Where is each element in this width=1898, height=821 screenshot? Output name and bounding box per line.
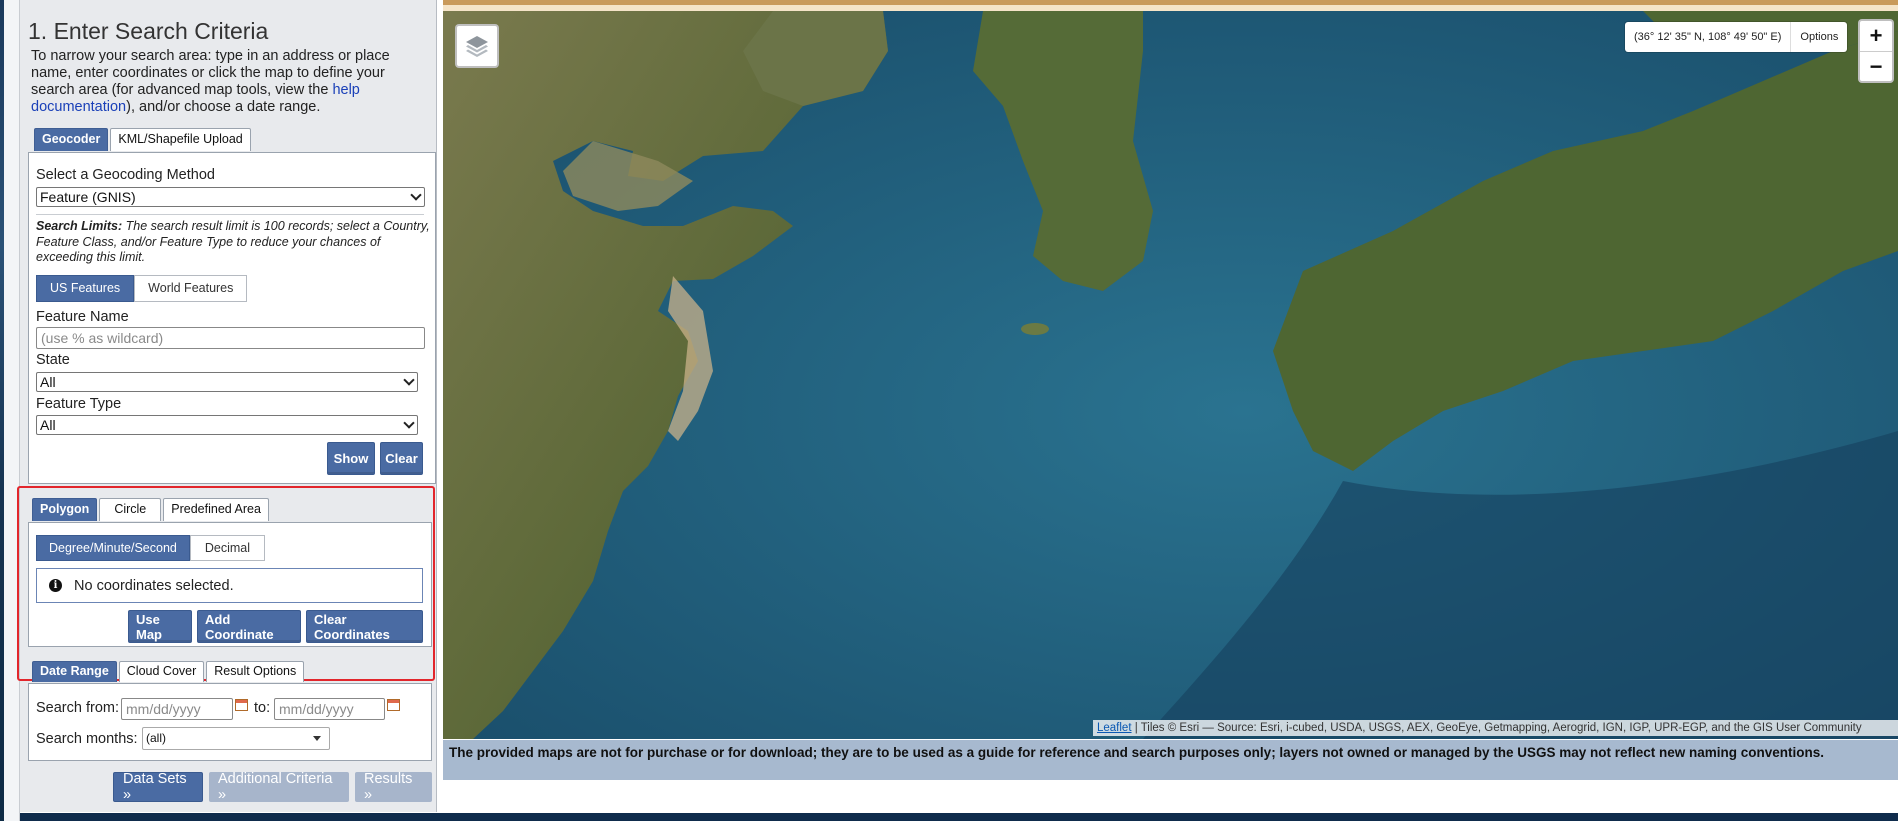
map-options-button[interactable]: Options: [1790, 22, 1847, 52]
us-features-button[interactable]: US Features: [36, 275, 135, 302]
feature-type-label: Feature Type: [36, 396, 122, 412]
coordinates-notice-text: No coordinates selected.: [74, 577, 234, 594]
geocoder-tabs: Geocoder KML/Shapefile Upload: [34, 128, 251, 151]
search-to-input[interactable]: mm/dd/yyyy: [274, 698, 385, 720]
tab-date-range[interactable]: Date Range: [32, 661, 117, 682]
tab-geocoder[interactable]: Geocoder: [34, 128, 109, 151]
map-disclaimer: The provided maps are not for purchase o…: [443, 740, 1898, 780]
info-icon: i: [49, 579, 62, 592]
search-months-select[interactable]: (all): [142, 727, 330, 750]
geocoding-method-label: Select a Geocoding Method: [36, 167, 215, 183]
add-coordinate-button[interactable]: Add Coordinate: [197, 610, 301, 643]
zoom-in-button[interactable]: +: [1869, 23, 1883, 48]
world-features-button[interactable]: World Features: [134, 275, 248, 302]
calendar-icon[interactable]: [387, 699, 400, 711]
additional-criteria-button[interactable]: Additional Criteria »: [209, 771, 349, 803]
feature-type-value: All: [40, 417, 56, 433]
state-select[interactable]: All: [36, 372, 418, 392]
intro-text-end: ), and/or choose a date range.: [126, 99, 321, 115]
search-months-label: Search months:: [36, 731, 138, 747]
chevron-down-icon: [410, 189, 422, 201]
attribution-text: | Tiles © Esri — Source: Esri, i-cubed, …: [1131, 722, 1862, 734]
help-documentation-link[interactable]: help documentation: [31, 82, 360, 115]
tab-kml-shapefile-upload[interactable]: KML/Shapefile Upload: [110, 128, 251, 151]
map-view[interactable]: [443, 11, 1898, 739]
intro-text: To narrow your search area: type in an a…: [31, 48, 431, 116]
calendar-icon[interactable]: [235, 699, 248, 711]
search-limits-note: Search Limits: The search result limit i…: [36, 219, 431, 266]
search-from-input[interactable]: mm/dd/yyyy: [121, 698, 233, 720]
show-button[interactable]: Show: [327, 442, 375, 475]
clear-coordinates-button[interactable]: Clear Coordinates: [306, 610, 423, 643]
layers-icon: [466, 36, 488, 57]
zoom-control: + −: [1858, 19, 1894, 83]
search-limits-title: Search Limits:: [36, 219, 123, 233]
date-tabs: Date Range Cloud Cover Result Options: [32, 661, 305, 682]
feature-name-label: Feature Name: [36, 309, 129, 325]
search-to-label: to:: [254, 700, 271, 716]
tab-result-options[interactable]: Result Options: [206, 661, 305, 682]
geocoding-method-value: Feature (GNIS): [40, 189, 136, 205]
state-label: State: [36, 352, 70, 368]
coordinate-readout: (36° 12' 35" N, 108° 49' 50" E) Options: [1625, 22, 1848, 52]
divider: [36, 214, 424, 215]
coordinates-notice: i No coordinates selected.: [36, 568, 423, 603]
search-from-label: Search from:: [36, 700, 119, 716]
search-months-value: (all): [146, 731, 166, 745]
tab-cloud-cover[interactable]: Cloud Cover: [118, 661, 205, 682]
coordinate-format-toggle: Degree/Minute/Second Decimal: [36, 535, 266, 561]
state-value: All: [40, 374, 56, 390]
tab-polygon[interactable]: Polygon: [32, 498, 98, 521]
decimal-button[interactable]: Decimal: [189, 535, 266, 561]
use-map-button[interactable]: Use Map: [128, 610, 192, 643]
data-sets-button[interactable]: Data Sets »: [113, 771, 203, 803]
satellite-map-image: [443, 11, 1898, 739]
intro-text-start: To narrow your search area: type in an a…: [31, 48, 390, 98]
feature-type-select[interactable]: All: [36, 415, 418, 435]
clear-button[interactable]: Clear: [380, 442, 423, 475]
left-edge-panel: [4, 0, 20, 821]
map-top-border: [443, 0, 1898, 11]
layers-button[interactable]: [455, 24, 499, 68]
panel-title: 1. Enter Search Criteria: [28, 18, 269, 44]
feature-name-input[interactable]: (use % as wildcard): [36, 327, 425, 349]
feature-scope-toggle: US Features World Features: [36, 275, 248, 302]
chevron-down-icon: [403, 417, 415, 429]
cursor-coordinates: (36° 12' 35" N, 108° 49' 50" E): [1634, 31, 1782, 43]
zoom-out-button[interactable]: −: [1860, 51, 1892, 81]
map-attribution: Leaflet | Tiles © Esri — Source: Esri, i…: [1093, 720, 1898, 736]
geocoding-method-select[interactable]: Feature (GNIS): [36, 187, 425, 207]
leaflet-link[interactable]: Leaflet: [1097, 722, 1132, 734]
tab-circle[interactable]: Circle: [99, 498, 162, 521]
tab-predefined-area[interactable]: Predefined Area: [163, 498, 269, 521]
bottom-bar: [20, 813, 1898, 821]
area-tabs: Polygon Circle Predefined Area: [32, 498, 269, 521]
chevron-down-icon: [403, 374, 415, 386]
results-button[interactable]: Results »: [355, 771, 432, 803]
chevron-down-icon: [313, 736, 321, 741]
degree-minute-second-button[interactable]: Degree/Minute/Second: [36, 535, 190, 561]
search-limits-text: The search result limit is 100 records; …: [36, 219, 430, 264]
